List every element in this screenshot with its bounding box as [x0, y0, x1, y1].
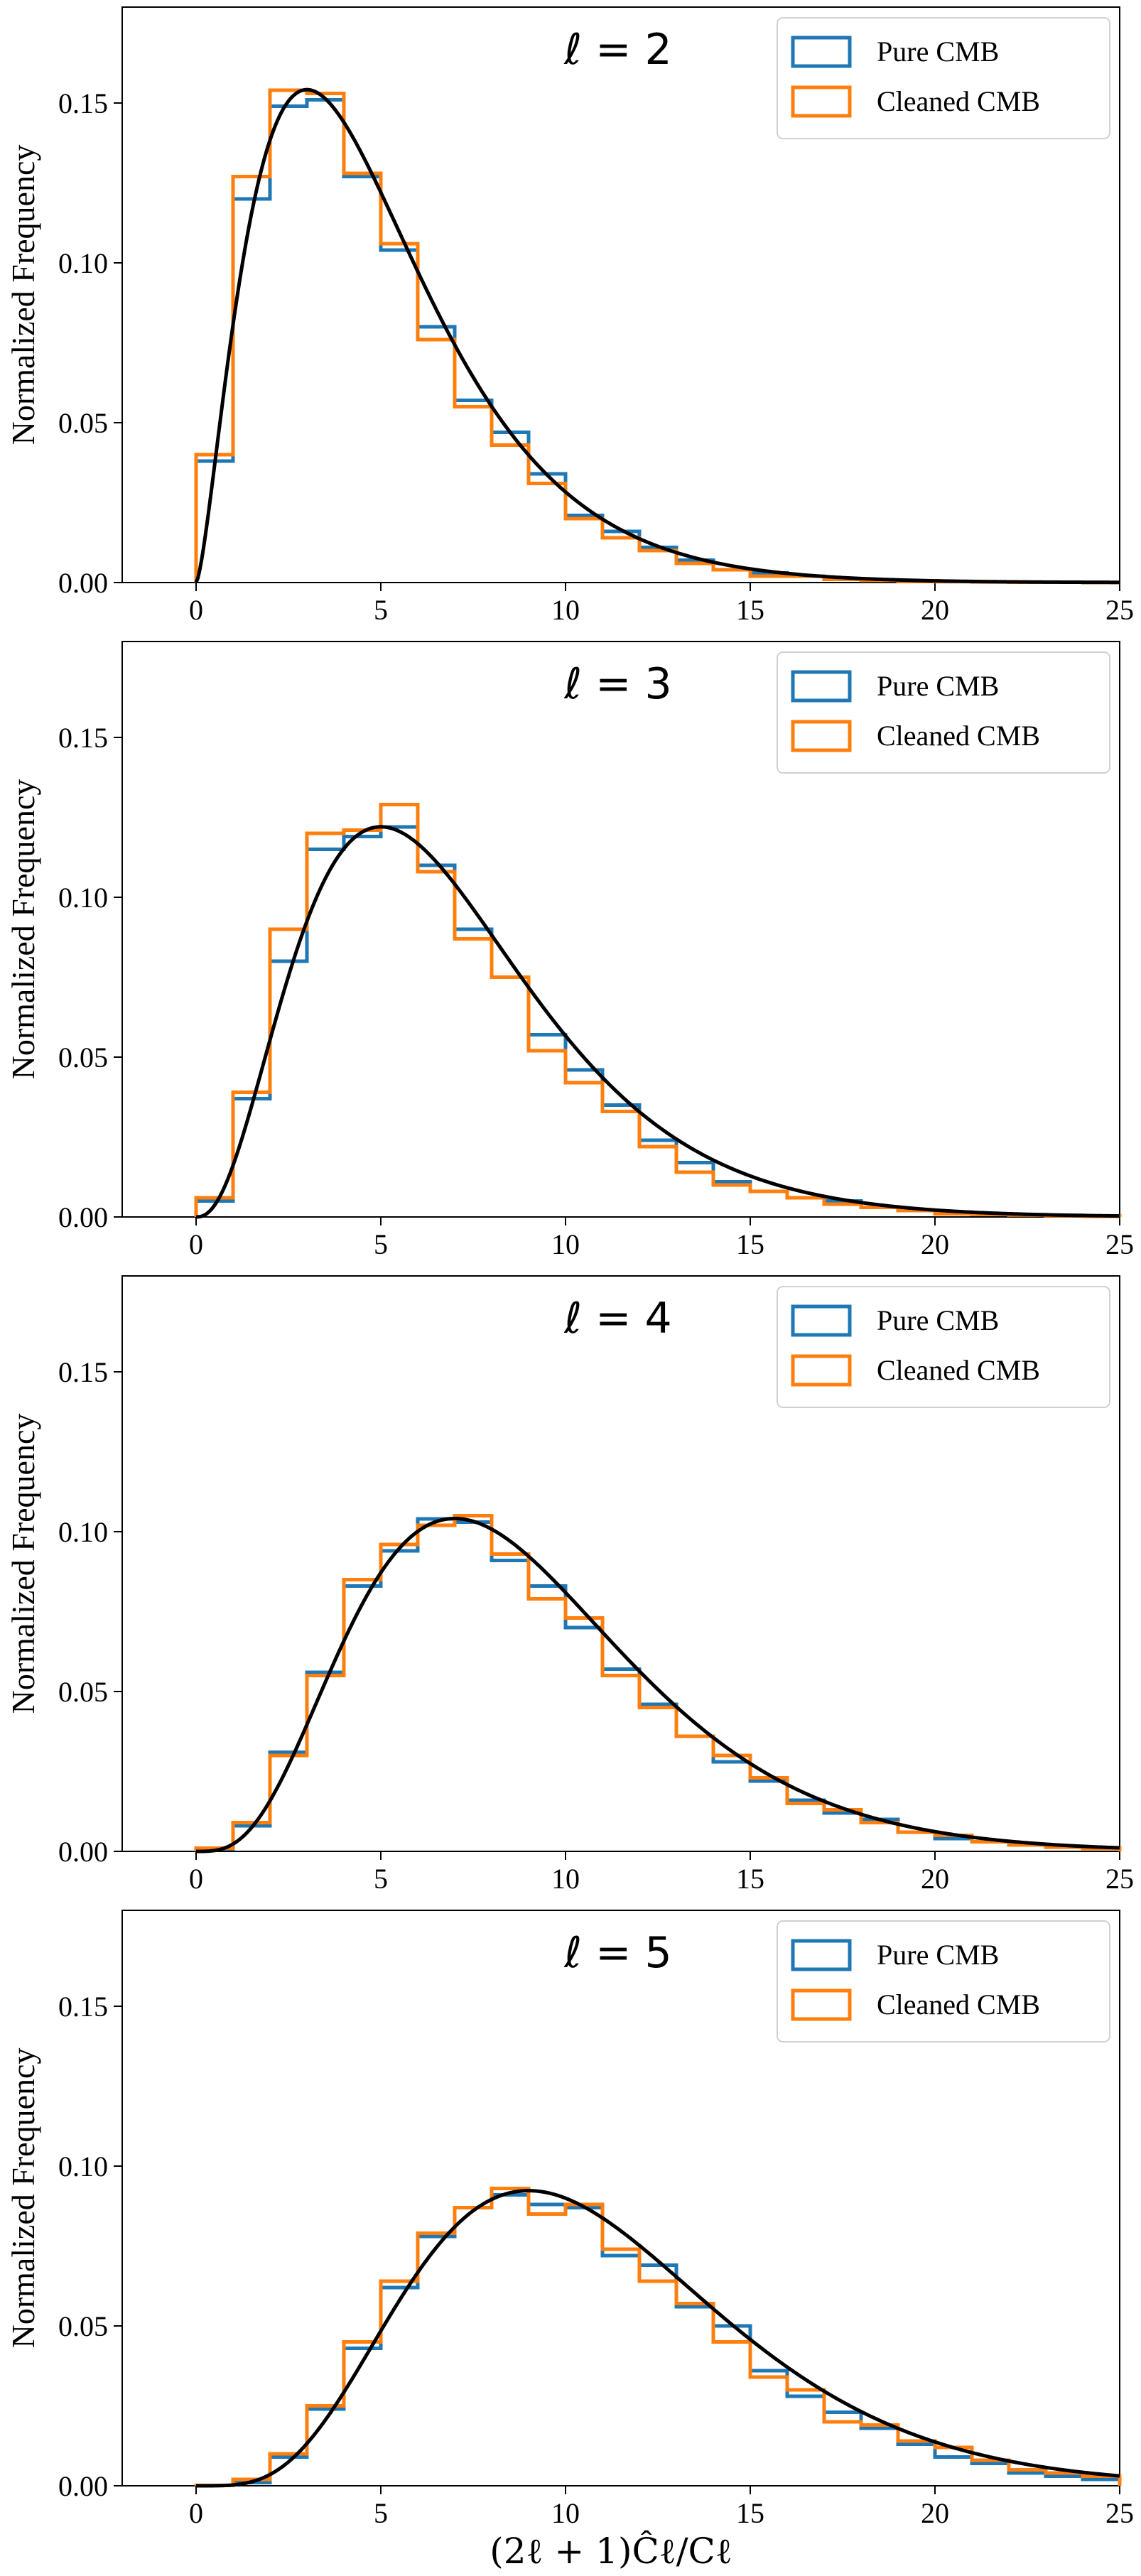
panel-1: 0 5 10 15 20 25 0.00 0.05 0.10 0.15 Normalized Fre…: [5, 6, 1134, 626]
legend-box: [777, 17, 1110, 139]
legend-label-cleaned: Cleaned CMB: [877, 720, 1040, 752]
legend-swatch-pure: [791, 1304, 852, 1337]
x-tick-label: 5: [374, 1863, 388, 1895]
x-tick-label: 20: [921, 1863, 949, 1895]
panel-4: 0 5 10 15 20 25 0.00 0.05 0.10 0.15 Normalized Fre…: [5, 1910, 1134, 2529]
x-tick-label: 10: [551, 1863, 580, 1895]
panel-3: 0 5 10 15 20 25 0.00 0.05 0.10 0.15 Normalized Fre…: [5, 1275, 1134, 1895]
histogram-cleaned-cmb: [194, 2187, 1122, 2488]
x-tick-label: 15: [736, 1863, 764, 1895]
axes-frame: [121, 1910, 1120, 2486]
x-tick-label: 25: [1105, 2497, 1134, 2529]
legend-swatch-cleaned: [791, 1354, 852, 1387]
x-axis-label: (2ℓ + 1)Ĉℓ/Cℓ: [490, 2530, 732, 2572]
theory-curve: [196, 2189, 1120, 2488]
legend-box: [777, 651, 1110, 774]
histogram-pure-cmb: [194, 2193, 1122, 2488]
y-tick-label: 0.15: [58, 1356, 108, 1388]
theory-curve: [194, 87, 1120, 585]
theory-curve: [196, 1516, 1120, 1853]
x-tick-label: 5: [374, 1228, 388, 1260]
x-tick-label: 15: [736, 594, 764, 626]
x-tick-label: 0: [189, 1863, 203, 1895]
y-tick-label: 0.10: [58, 2150, 108, 2182]
legend-swatch-cleaned: [791, 720, 852, 752]
legend-swatch-pure: [791, 670, 852, 703]
y-tick-label: 0.00: [58, 1201, 108, 1233]
y-tick-label: 0.05: [58, 407, 108, 439]
y-tick-label: 0.10: [58, 882, 108, 914]
panel-title: ℓ = 3: [563, 659, 671, 709]
legend-swatch-cleaned: [791, 1988, 852, 2021]
histogram-cleaned-cmb: [194, 1514, 1122, 1851]
y-tick-label: 0.10: [58, 247, 108, 279]
x-tick-label: 25: [1105, 1228, 1134, 1260]
x-tick-label: 10: [551, 1228, 580, 1260]
panel-title: ℓ = 5: [563, 1928, 671, 1978]
panels-group: 0 5 10 15 20 25 0.00 0.05 0.10 0.15 Normalized Fre…: [5, 6, 1134, 2529]
y-axis-label: Normalized Frequency: [5, 2048, 41, 2349]
y-axis-label: Normalized Frequency: [5, 145, 41, 445]
legend-label-pure: Pure CMB: [877, 1939, 999, 1971]
y-tick-label: 0.05: [58, 2310, 108, 2342]
y-tick-label: 0.05: [58, 1041, 108, 1073]
x-tick-label: 20: [921, 2497, 949, 2529]
x-tick-label: 25: [1105, 1863, 1134, 1895]
legend-box: [777, 1920, 1110, 2042]
legend-label-cleaned: Cleaned CMB: [877, 1988, 1040, 2020]
histogram-pure-cmb: [194, 98, 1120, 585]
histogram-cleaned-cmb: [194, 88, 1120, 585]
y-tick-label: 0.10: [58, 1516, 108, 1548]
panel-title: ℓ = 2: [563, 25, 671, 75]
axes-frame: [121, 641, 1120, 1218]
y-axis-label: Normalized Frequency: [5, 779, 41, 1080]
legend-swatch-pure: [791, 1939, 852, 1971]
legend-label-pure: Pure CMB: [877, 670, 999, 702]
legend-label-pure: Pure CMB: [877, 1304, 999, 1336]
legend-label-pure: Pure CMB: [877, 36, 999, 67]
y-tick-label: 0.00: [58, 567, 108, 599]
legend-swatch-pure: [791, 36, 852, 68]
x-tick-label: 5: [374, 594, 388, 626]
y-tick-label: 0.15: [58, 1991, 108, 2023]
theory-curve: [195, 825, 1120, 1219]
y-tick-label: 0.15: [58, 87, 108, 119]
x-tick-label: 10: [551, 594, 580, 626]
panel-title: ℓ = 4: [563, 1294, 671, 1343]
x-tick-label: 20: [921, 1228, 949, 1260]
x-tick-label: 10: [551, 2497, 580, 2529]
axes-frame: [121, 1275, 1120, 1852]
panel-2: 0 5 10 15 20 25 0.00 0.05 0.10 0.15 Normalized Fre…: [5, 641, 1134, 1260]
legend-label-cleaned: Cleaned CMB: [877, 85, 1040, 117]
y-tick-label: 0.15: [58, 722, 108, 754]
y-axis-label: Normalized Frequency: [5, 1414, 41, 1714]
y-tick-label: 0.00: [58, 1836, 108, 1868]
histogram-cleaned-cmb: [194, 803, 1122, 1218]
legend-label-cleaned: Cleaned CMB: [877, 1354, 1040, 1386]
axes-frame: [121, 6, 1120, 583]
y-tick-label: 0.05: [58, 1676, 108, 1708]
x-tick-label: 0: [189, 1228, 203, 1260]
x-tick-label: 15: [736, 2497, 764, 2529]
legend-box: [777, 1286, 1110, 1408]
y-tick-label: 0.00: [58, 2470, 108, 2502]
histogram-pure-cmb: [194, 825, 1122, 1218]
x-tick-label: 25: [1105, 594, 1134, 626]
x-tick-label: 20: [921, 594, 949, 626]
legend-swatch-cleaned: [791, 85, 852, 118]
histogram-pure-cmb: [194, 1517, 1122, 1851]
x-tick-label: 0: [189, 594, 203, 626]
x-tick-label: 5: [374, 2497, 388, 2529]
x-tick-label: 15: [736, 1228, 764, 1260]
x-tick-label: 0: [189, 2497, 203, 2529]
